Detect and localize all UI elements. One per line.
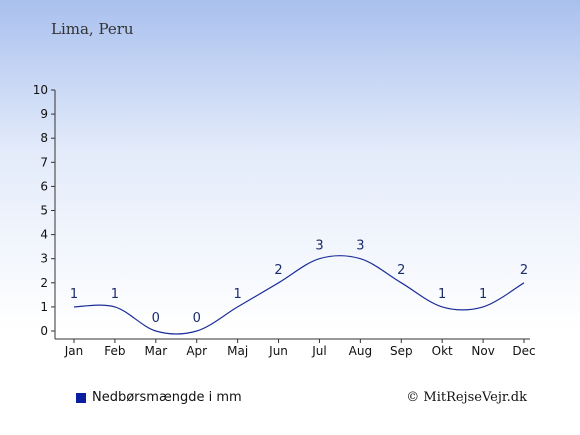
data-label: 1: [70, 287, 78, 302]
y-tick-label: 4: [40, 228, 48, 242]
y-tick-label: 2: [40, 276, 48, 290]
x-tick-label: Jul: [311, 344, 326, 358]
x-tick-label: Nov: [471, 344, 494, 358]
y-tick-label: 1: [40, 300, 48, 314]
y-tick-label: 0: [40, 324, 48, 338]
legend: Nedbørsmængde i mm: [76, 390, 242, 405]
data-label: 1: [233, 287, 241, 302]
y-tick-label: 10: [33, 83, 48, 97]
x-tick-label: Aug: [349, 344, 372, 358]
y-tick-label: 7: [40, 155, 48, 169]
legend-swatch: [76, 392, 86, 403]
x-tick-label: Maj: [227, 344, 248, 358]
data-label: 1: [479, 287, 487, 302]
data-label: 3: [315, 239, 323, 254]
data-labels: 1 1 0 0 1 2 3 3 2 1 1 2: [70, 239, 528, 326]
data-label: 3: [356, 239, 364, 254]
x-tick-label: Mar: [144, 344, 167, 358]
chart-axes: [54, 90, 530, 340]
x-tick-label: Sep: [390, 344, 413, 358]
y-tick-label: 5: [40, 204, 48, 218]
x-ticks: Jan Feb Mar Apr Maj Jun Jul Aug Sep Okt Nov Dec: [64, 339, 536, 358]
data-label: 1: [111, 287, 119, 302]
x-tick-label: Feb: [104, 344, 125, 358]
series-group: [73, 255, 525, 335]
x-tick-label: Okt: [432, 344, 453, 358]
data-label: 1: [438, 287, 446, 302]
x-tick-label: Dec: [512, 344, 535, 358]
x-tick-label: Apr: [186, 344, 207, 358]
legend-label: Nedbørsmængde i mm: [92, 390, 242, 405]
y-tick-label: 8: [40, 131, 48, 145]
data-label: 2: [274, 263, 282, 278]
y-ticks: 0 1 2 3 4 5 6 7 8 9 10: [33, 83, 55, 338]
data-label: 2: [397, 263, 405, 278]
x-tick-label: Jun: [268, 344, 288, 358]
data-label: 0: [152, 311, 160, 326]
x-tick-label: Jan: [64, 344, 84, 358]
data-label: 2: [520, 263, 528, 278]
credit-text: © MitRejseVejr.dk: [406, 390, 527, 405]
y-tick-label: 6: [40, 179, 48, 193]
chart-subtitle: Lima, Peru: [51, 20, 134, 38]
y-tick-label: 9: [40, 107, 48, 121]
series-line: [73, 255, 525, 335]
y-tick-label: 3: [40, 252, 48, 266]
data-label: 0: [193, 311, 201, 326]
